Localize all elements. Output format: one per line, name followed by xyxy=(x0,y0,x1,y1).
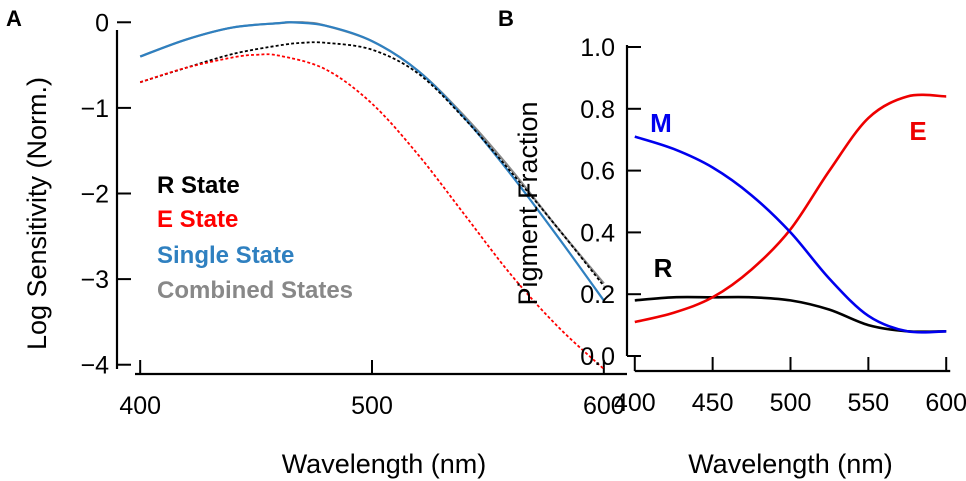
curve-label-m: M xyxy=(650,108,672,138)
y-tick-label: −3 xyxy=(80,266,109,294)
x-axis-title: Wavelength (nm) xyxy=(282,449,487,479)
y-tick-label: 0.8 xyxy=(580,96,615,124)
panel-label-a: A xyxy=(6,6,22,31)
y-tick-label: 0.2 xyxy=(580,281,615,309)
y-tick-label: 0.4 xyxy=(580,219,615,247)
legend-entry-r-state: R State xyxy=(157,172,240,199)
y-tick-label: 0.6 xyxy=(580,158,615,186)
legend-entry-single-state: Single State xyxy=(157,242,294,269)
series-line-m xyxy=(634,135,947,334)
series-line-single-state xyxy=(139,21,605,302)
y-tick-label: −4 xyxy=(80,352,109,380)
x-tick-label: 400 xyxy=(614,389,656,417)
x-tick-label: 450 xyxy=(692,389,734,417)
y-tick-label: 1.0 xyxy=(580,34,615,62)
x-tick-label: 400 xyxy=(119,392,161,420)
legend-entry-e-state: E State xyxy=(157,206,238,233)
panel-a-plot: 0 −1 −2 −3 −4 400 500 600 Wavelength (nm) Log Sen… xyxy=(22,9,627,479)
series-line-e-state xyxy=(139,53,605,370)
curve-label-e: E xyxy=(909,116,926,146)
series-line-r xyxy=(634,295,947,334)
y-axis-title: Pigment Fraction xyxy=(513,101,543,305)
x-axis-title: Wavelength (nm) xyxy=(688,449,893,479)
legend-entry-combined-states: Combined States xyxy=(157,277,353,304)
x-tick-label: 600 xyxy=(925,389,966,417)
x-tick-label: 500 xyxy=(770,389,812,417)
panel-b-plot: 0.0 0.2 0.4 0.6 0.8 1.0 400 450 500 550 600 Wavelen… xyxy=(513,34,966,479)
y-axis-title: Log Sensitivity (Norm.) xyxy=(22,77,52,350)
curve-label-r: R xyxy=(654,253,673,283)
series-line-r-state xyxy=(139,41,605,287)
y-tick-label: −2 xyxy=(80,181,109,209)
x-tick-label: 600 xyxy=(583,392,625,420)
x-tick-label: 550 xyxy=(847,389,889,417)
x-tick-label: 500 xyxy=(351,392,393,420)
y-tick-label: −1 xyxy=(80,95,109,123)
y-tick-label: 0 xyxy=(95,9,109,37)
y-tick-label: 0.0 xyxy=(580,343,615,371)
series-line-e xyxy=(634,93,947,324)
panel-label-b: B xyxy=(498,6,514,31)
